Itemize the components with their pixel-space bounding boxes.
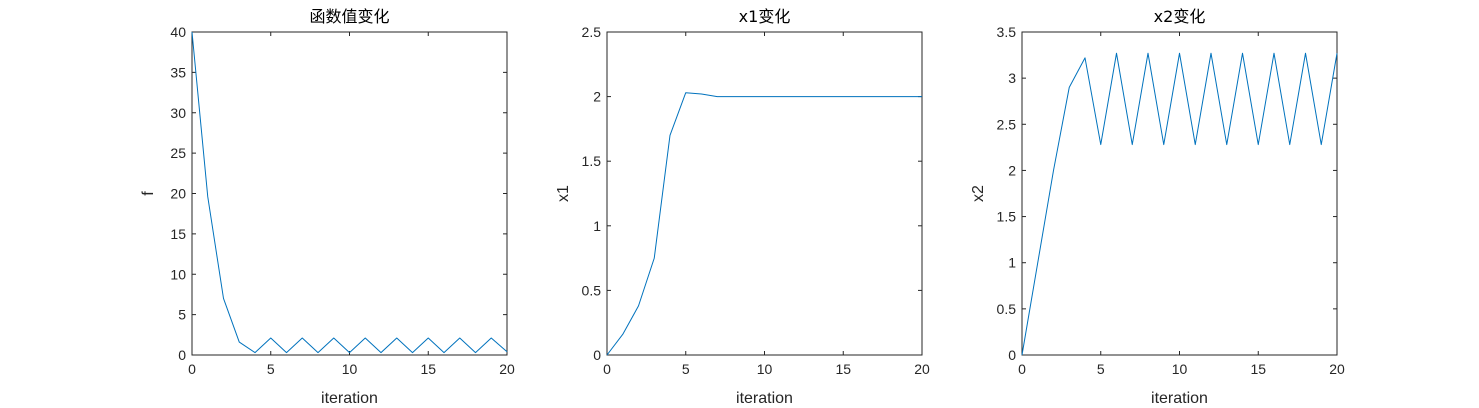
y-tick-label: 35 (170, 64, 186, 80)
y-tick-label: 3 (1008, 70, 1016, 86)
y-tick-label: 20 (170, 186, 186, 202)
y-axis-label: f (140, 191, 157, 196)
y-tick-label: 40 (170, 24, 186, 40)
x-axis-label: iteration (736, 390, 793, 407)
y-tick-label: 0.5 (582, 282, 602, 298)
y-tick-label: 1.5 (997, 209, 1017, 225)
x-tick-label: 20 (914, 361, 930, 377)
y-tick-label: 10 (170, 266, 186, 282)
y-tick-label: 0.5 (997, 301, 1017, 317)
y-tick-label: 2 (1008, 162, 1016, 178)
y-tick-label: 0 (593, 347, 601, 363)
chart-title: x1变化 (739, 7, 791, 26)
x-axis-label: iteration (321, 390, 378, 407)
y-tick-label: 1.5 (582, 153, 602, 169)
y-tick-label: 1 (593, 218, 601, 234)
axes-box (191, 31, 508, 356)
y-tick-label: 2 (593, 89, 601, 105)
x-tick-label: 0 (1018, 361, 1026, 377)
x-tick-label: 10 (342, 361, 358, 377)
axes-box (1021, 31, 1338, 356)
y-tick-label: 2.5 (997, 116, 1017, 132)
y-axis-label: x1 (555, 185, 572, 202)
y-tick-label: 0 (178, 347, 186, 363)
x-tick-label: 20 (499, 361, 515, 377)
y-tick-label: 15 (170, 226, 186, 242)
y-tick-label: 2.5 (582, 24, 602, 40)
x-tick-label: 0 (603, 361, 611, 377)
x-tick-label: 10 (1172, 361, 1188, 377)
x-tick-label: 10 (757, 361, 773, 377)
x-tick-label: 15 (420, 361, 436, 377)
y-tick-label: 1 (1008, 255, 1016, 271)
x-tick-label: 5 (682, 361, 690, 377)
chart-panel-x1: 0 5 10 15 20 0 0.5 1 1.5 2 2.5 x1变化 iteration x1 (555, 7, 930, 407)
y-tick-label: 30 (170, 105, 186, 121)
chart-panel-x2: 0 5 10 15 20 0 0.5 1 1.5 2 2.5 3 3.5 x2变化 iteration x2 (970, 7, 1345, 407)
y-tick-label: 25 (170, 145, 186, 161)
series-line (1021, 52, 1338, 356)
x-tick-label: 20 (1329, 361, 1345, 377)
y-tick-label: 5 (178, 307, 186, 323)
chart-title: x2变化 (1154, 7, 1206, 26)
series-line (191, 31, 508, 354)
x-tick-label: 15 (835, 361, 851, 377)
series-line (606, 92, 922, 356)
x-tick-label: 0 (188, 361, 196, 377)
chart-title: 函数值变化 (309, 7, 389, 26)
axes-box (606, 31, 923, 356)
chart-panel-f: 0 5 10 15 20 0 5 10 15 20 25 30 35 40 函数值变化 iteration f (140, 7, 515, 407)
y-tick-label: 3.5 (997, 24, 1017, 40)
x-axis-label: iteration (1151, 390, 1208, 407)
y-axis-label: x2 (970, 185, 987, 202)
x-tick-label: 5 (267, 361, 275, 377)
y-tick-label: 0 (1008, 347, 1016, 363)
x-tick-label: 15 (1250, 361, 1266, 377)
x-tick-label: 5 (1097, 361, 1105, 377)
